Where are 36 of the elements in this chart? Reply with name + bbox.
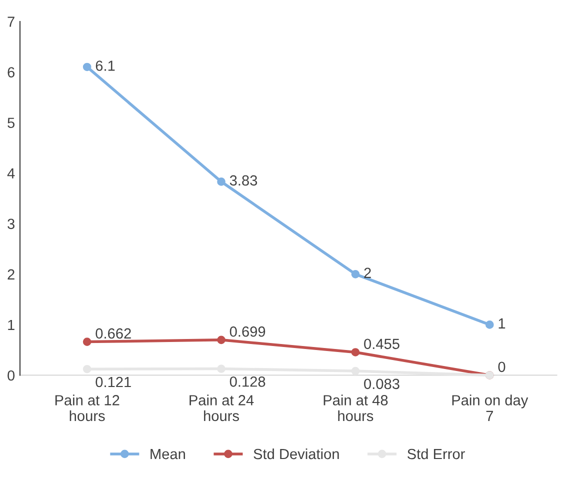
y-tick-label: 7 bbox=[8, 16, 14, 27]
data-label: 6.1 bbox=[96, 60, 115, 71]
point bbox=[351, 270, 360, 278]
x-tick-label: Pain at 12 hours bbox=[55, 394, 120, 422]
legend-label: Std Error bbox=[407, 448, 465, 460]
point bbox=[82, 364, 92, 374]
data-label: 0.128 bbox=[230, 376, 266, 387]
y-tick-label: 2 bbox=[8, 269, 14, 280]
y-tick-label: 3 bbox=[8, 218, 14, 230]
y-tick-label: 1 bbox=[8, 320, 14, 330]
data-label: 2 bbox=[364, 268, 371, 278]
legend-label: Std Deviation bbox=[254, 448, 339, 460]
y-tick-label: 4 bbox=[7, 168, 15, 178]
data-label: 0.455 bbox=[364, 338, 400, 350]
y-tick-label: 5 bbox=[8, 118, 15, 128]
data-label: 3.83 bbox=[230, 175, 258, 186]
data-label: 0 bbox=[498, 362, 506, 372]
data-label: 0.121 bbox=[96, 376, 131, 388]
data-label: 0.662 bbox=[96, 328, 131, 339]
x-tick-label: Pain on day 7 bbox=[452, 394, 528, 421]
point bbox=[217, 178, 226, 186]
data-label: 0.083 bbox=[364, 378, 400, 390]
x-tick-label: Pain at 24 hours bbox=[190, 394, 254, 422]
y-tick-label: 6 bbox=[8, 67, 14, 78]
point bbox=[485, 320, 494, 329]
data-label: 0.699 bbox=[230, 326, 266, 337]
point bbox=[217, 364, 226, 373]
point bbox=[351, 366, 360, 376]
y-tick-label: 0 bbox=[8, 370, 15, 381]
x-tick-label: Pain at 48 hours bbox=[324, 394, 388, 422]
point bbox=[217, 336, 226, 344]
point bbox=[82, 62, 92, 72]
point bbox=[82, 338, 92, 346]
data-label: 1 bbox=[498, 318, 506, 328]
point bbox=[351, 348, 360, 356]
legend-label: Mean bbox=[150, 449, 185, 460]
